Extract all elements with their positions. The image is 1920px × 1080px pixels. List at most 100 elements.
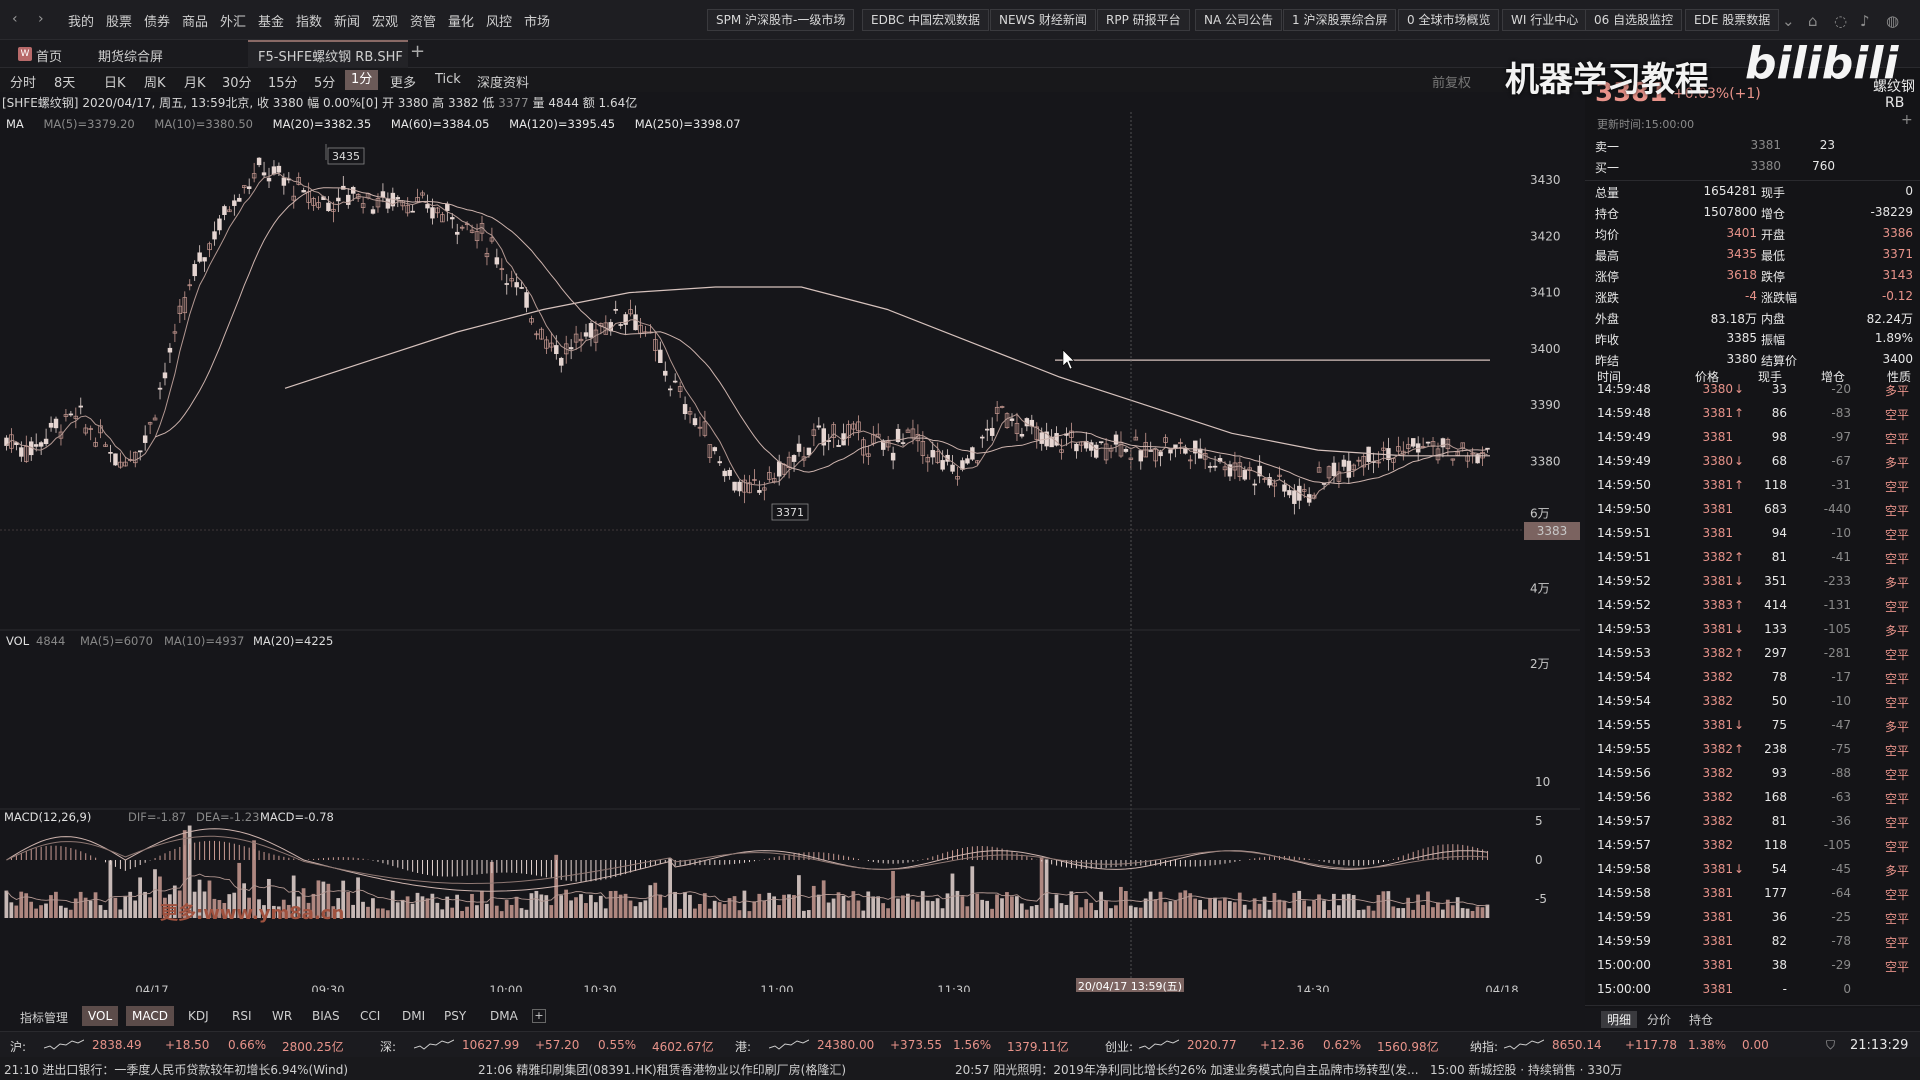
tab-detail[interactable]: 明细: [1601, 1011, 1638, 1028]
service-tab-industry[interactable]: WI 行业中心: [1502, 9, 1588, 31]
tick-cell: 38: [1771, 958, 1787, 972]
indicator-tab-psy[interactable]: PSY: [444, 1009, 467, 1023]
volume-bar: [925, 900, 930, 918]
home-icon[interactable]: ⌂: [1808, 12, 1818, 30]
index-name[interactable]: 深:: [380, 1040, 397, 1054]
tick-cell: -45: [1831, 862, 1851, 876]
menu-item-indices[interactable]: 指数: [296, 15, 323, 30]
volume-bar: [831, 898, 836, 918]
menu-item-asset-mgmt[interactable]: 资管: [410, 15, 437, 30]
candle-body: [237, 197, 242, 202]
period-more[interactable]: 更多: [390, 76, 417, 91]
volume-bar: [9, 902, 14, 918]
menu-item-risk[interactable]: 风控: [486, 15, 513, 30]
period-monthly[interactable]: 月K: [184, 76, 206, 91]
menu-item-commodities[interactable]: 商品: [182, 15, 209, 30]
service-tab-watchlist[interactable]: 06 自选股监控: [1585, 9, 1683, 31]
indicator-tab-rsi[interactable]: RSI: [232, 1009, 252, 1023]
period-5min[interactable]: 5分: [314, 76, 336, 91]
candle-body: [707, 444, 713, 459]
volume-bar: [519, 908, 524, 918]
menu-item-market[interactable]: 市场: [524, 15, 551, 30]
news-item-2[interactable]: 21:06 精雅印刷集团(08391.HK)租赁香港物业以作印刷厂房(格隆汇): [478, 1063, 847, 1077]
tick-cell: 空平: [1885, 912, 1910, 926]
volume-bar: [1297, 890, 1302, 918]
menu-item-bonds[interactable]: 债券: [144, 15, 171, 30]
forward-icon[interactable]: ›: [38, 11, 44, 27]
tab-price-dist[interactable]: 分价: [1647, 1013, 1672, 1027]
period-intraday[interactable]: 分时: [10, 76, 37, 91]
volume-bar: [524, 909, 529, 918]
add-tab-button[interactable]: +: [410, 41, 426, 62]
indicator-tab-macd[interactable]: MACD: [126, 1006, 174, 1026]
tick-cell: 14:59:56: [1597, 790, 1651, 804]
volume-bar: [1376, 894, 1381, 918]
news-item-3[interactable]: 20:57 阳光照明：2019年净利同比增长约26% 加速业务模式向自主品牌市场…: [955, 1063, 1419, 1077]
adjust-select[interactable]: 前复权: [1432, 76, 1472, 91]
indicator-tab-wr[interactable]: WR: [272, 1009, 293, 1023]
index-name[interactable]: 纳指:: [1470, 1040, 1499, 1054]
tick-cell: 3381: [1702, 430, 1733, 444]
indicator-tab-vol[interactable]: VOL: [82, 1006, 119, 1026]
back-icon[interactable]: ‹: [12, 11, 18, 27]
chevron-down-icon[interactable]: ⌄: [1782, 12, 1795, 30]
menu-item-quant[interactable]: 量化: [448, 15, 475, 30]
indicator-tab-bias[interactable]: BIAS: [312, 1009, 340, 1023]
shield-icon[interactable]: ⛉: [1826, 1038, 1836, 1052]
menu-item-news[interactable]: 新闻: [334, 15, 361, 30]
volume-bar: [1173, 900, 1178, 918]
tick-row: 14:59:56 3382 93 -88 空平: [1585, 766, 1920, 790]
period-depth[interactable]: 深度资料: [477, 76, 530, 91]
news-item-1[interactable]: 21:10 进出口银行：一季度人民币贷款较年初增长6.94%(Wind): [4, 1063, 349, 1077]
tab-position[interactable]: 持仓: [1689, 1013, 1714, 1027]
bell-icon[interactable]: ♪: [1860, 12, 1870, 30]
menu-item-mine[interactable]: 我的: [68, 15, 95, 30]
menu-item-macro[interactable]: 宏观: [372, 15, 399, 30]
indicator-tab-dma[interactable]: DMA: [490, 1009, 518, 1023]
period-weekly[interactable]: 周K: [144, 76, 166, 91]
index-name[interactable]: 港:: [735, 1040, 752, 1054]
index-name[interactable]: 沪:: [10, 1040, 27, 1054]
volume-bar: [54, 891, 58, 918]
service-tab-rpp[interactable]: RPP 研报平台: [1097, 9, 1190, 31]
candle-body: [281, 177, 287, 186]
indicator-manage-button[interactable]: 指标管理: [20, 1011, 69, 1025]
service-tab-na[interactable]: NA 公司公告: [1195, 9, 1283, 31]
service-tab-ede[interactable]: EDE 股票数据: [1685, 9, 1780, 31]
info-amount: 额 1.64亿: [582, 96, 638, 110]
candle-body: [187, 284, 192, 287]
menu-item-stocks[interactable]: 股票: [106, 15, 133, 30]
indicator-tab-cci[interactable]: CCI: [360, 1009, 381, 1023]
menu-item-funds[interactable]: 基金: [258, 15, 285, 30]
add-indicator-icon[interactable]: +: [532, 1009, 546, 1023]
service-tab-edbc[interactable]: EDBC 中国宏观数据: [862, 9, 990, 31]
candle-body: [672, 380, 678, 383]
period-8day[interactable]: 8天: [54, 76, 76, 91]
service-tab-spm[interactable]: SPM 沪深股市-一级市场: [707, 9, 855, 31]
period-15min[interactable]: 15分: [268, 76, 298, 91]
service-tab-global[interactable]: 0 全球市场概览: [1398, 9, 1500, 31]
volume-bar: [371, 898, 375, 918]
index-pct: 1.56%: [953, 1038, 992, 1052]
indicator-tab-kdj[interactable]: KDJ: [188, 1009, 209, 1023]
tab-rb-shf[interactable]: F5-SHFE螺纹钢 RB.SHF: [258, 50, 403, 65]
indicator-tab-dmi[interactable]: DMI: [402, 1009, 426, 1023]
add-icon[interactable]: +: [1901, 112, 1913, 128]
chat-icon[interactable]: ◌: [1834, 12, 1848, 30]
period-daily[interactable]: 日K: [104, 76, 126, 91]
user-icon[interactable]: ◍: [1886, 12, 1900, 30]
period-30min[interactable]: 30分: [222, 76, 252, 91]
period-1min[interactable]: 1分: [345, 70, 379, 90]
service-tab-composite[interactable]: 1 沪深股票综合屏: [1283, 9, 1397, 31]
news-item-4[interactable]: 15:00 新城控股 · 持续销售 · 330万: [1430, 1063, 1623, 1077]
panel-bottom-tabs: 明细 分价 持仓: [1585, 1005, 1920, 1029]
index-name[interactable]: 创业:: [1105, 1040, 1134, 1054]
tab-home[interactable]: 首页: [36, 50, 63, 65]
service-tab-news[interactable]: NEWS 财经新闻: [990, 9, 1096, 31]
tab-futures[interactable]: 期货综合屏: [98, 50, 164, 65]
volume-bar: [1094, 910, 1098, 918]
period-tick[interactable]: Tick: [435, 72, 461, 87]
menu-item-forex[interactable]: 外汇: [220, 15, 247, 30]
volume-bar: [123, 896, 128, 918]
